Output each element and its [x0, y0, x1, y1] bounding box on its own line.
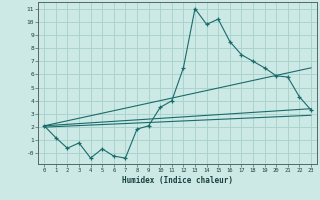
X-axis label: Humidex (Indice chaleur): Humidex (Indice chaleur)	[122, 176, 233, 185]
